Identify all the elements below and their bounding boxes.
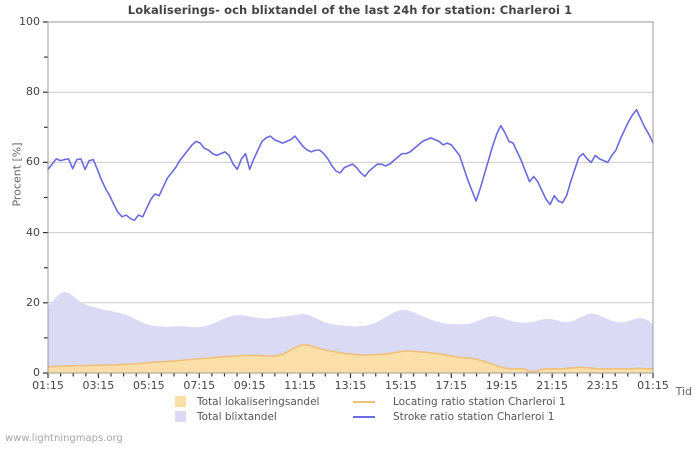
legend-swatch (175, 396, 186, 407)
plot-frame (47, 21, 654, 374)
legend-line-key (353, 400, 375, 403)
chart-title: Lokaliserings- och blixtandel of the las… (127, 3, 573, 17)
x-tick-label: 01:15 (32, 379, 64, 392)
x-tick-label: 19:15 (485, 379, 518, 392)
area-series (48, 344, 653, 373)
y-tick-label: 0 (33, 366, 40, 379)
x-tick-label: 05:15 (132, 379, 165, 392)
area-series (48, 291, 653, 373)
y-tick-label: 100 (19, 15, 40, 28)
chart-legend: Total lokaliseringsandel Locating ratio s… (175, 394, 645, 424)
line-series (47, 108, 654, 222)
x-tick-label: 11:15 (284, 379, 316, 392)
x-tick-label: 07:15 (183, 379, 216, 392)
x-tick-label: 17:15 (435, 379, 468, 392)
legend-label: Total lokaliseringsandel (197, 395, 320, 408)
y-tick-label: 20 (26, 295, 40, 309)
plot-frame-overlay (47, 21, 654, 374)
x-tick-label: 03:15 (82, 379, 115, 392)
watermark: www.lightningmaps.org (5, 433, 123, 444)
x-tick-label: 21:15 (536, 379, 568, 392)
legend-line-key (353, 415, 375, 418)
legend-swatch (175, 411, 186, 422)
y-tick-label: 40 (26, 225, 40, 239)
x-tick-label: 01:15 (637, 379, 669, 392)
x-tick-label: 23:15 (586, 379, 619, 392)
line-series (47, 343, 654, 373)
legend-label: Stroke ratio station Charleroi 1 (393, 410, 555, 423)
legend-label: Total blixtandel (197, 410, 277, 423)
y-tick-label: 80 (26, 85, 40, 99)
x-tick-label: 09:15 (233, 379, 266, 392)
y-tick-label: 60 (26, 155, 40, 169)
x-axis-label: Tid (675, 385, 692, 398)
x-tick-label: 15:15 (385, 379, 417, 392)
legend-label: Locating ratio station Charleroi 1 (393, 395, 566, 408)
x-tick-label: 13:15 (334, 379, 367, 392)
